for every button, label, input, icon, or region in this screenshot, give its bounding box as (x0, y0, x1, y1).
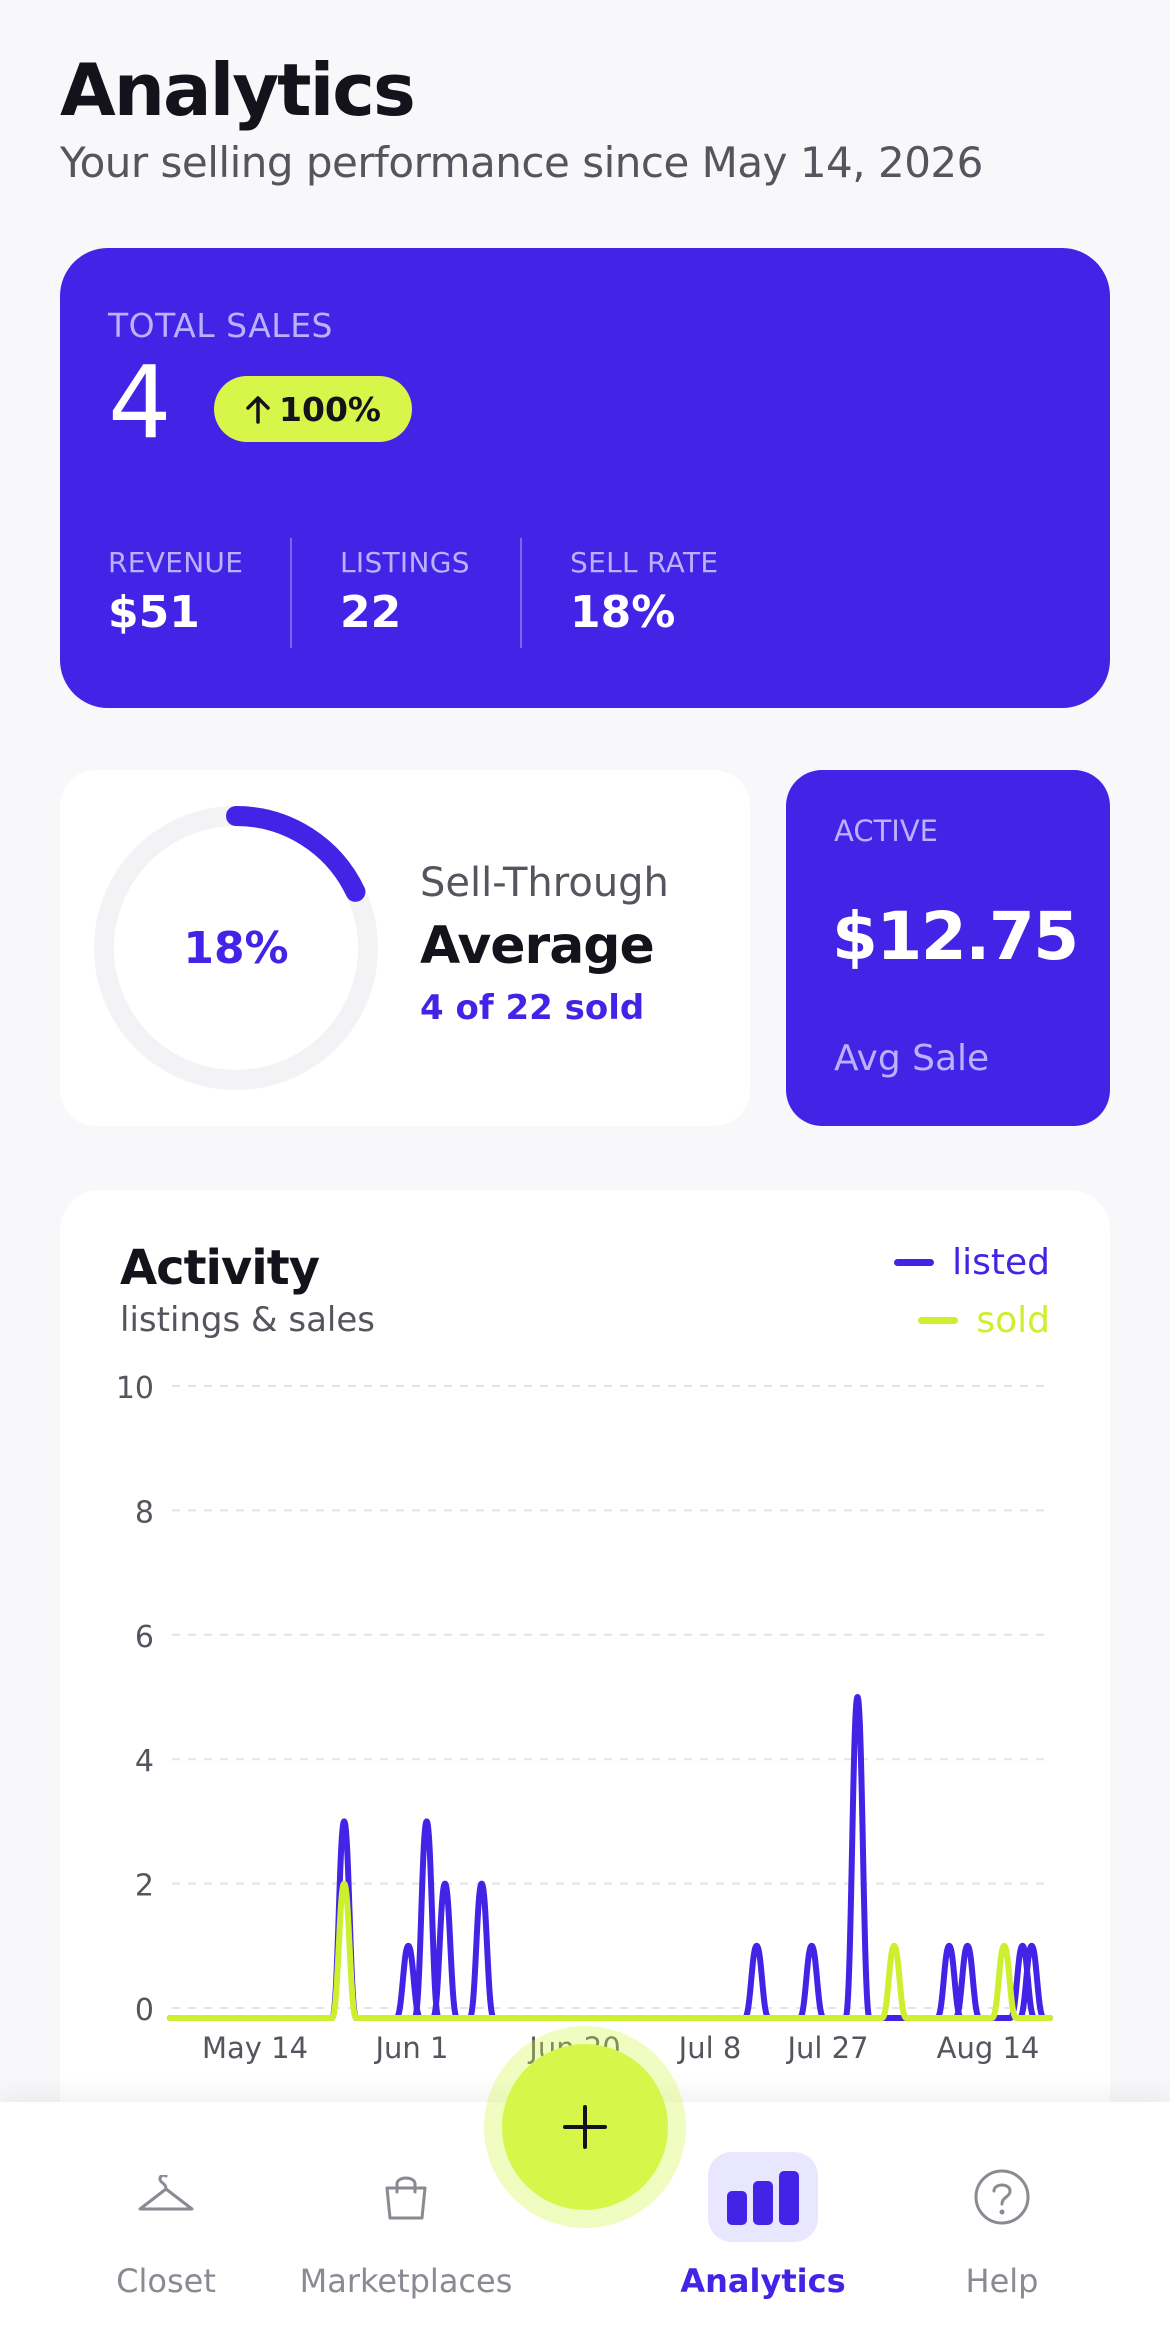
change-value: 100% (279, 389, 381, 429)
add-listing-button[interactable] (502, 2044, 668, 2210)
legend-swatch (918, 1317, 959, 1324)
nav-item-help[interactable]: Help (882, 2102, 1122, 2342)
y-tick-label: 10 (116, 1371, 154, 1406)
divider (290, 538, 292, 648)
sell-through-rating: Average (420, 916, 655, 976)
activity-title: Activity (120, 1240, 320, 1296)
sell-through-label: Sell-Through (420, 860, 669, 906)
stat-revenue: REVENUE $51 (108, 546, 243, 638)
help-icon (947, 2152, 1057, 2242)
legend-item-listed: listed (894, 1242, 1050, 1283)
avg-sale-value: $12.75 (832, 898, 1079, 975)
nav-label: Closet (116, 2262, 216, 2300)
y-tick-label: 8 (135, 1495, 154, 1530)
series-line-listed (167, 1694, 1053, 2021)
activity-subtitle: listings & sales (120, 1300, 375, 1340)
stat-value: 22 (340, 587, 402, 638)
stat-listings: LISTINGS 22 (340, 546, 470, 638)
nav-item-closet[interactable]: Closet (46, 2102, 286, 2342)
series-line-sold (167, 1880, 1053, 2021)
stat-label: REVENUE (108, 546, 244, 579)
y-tick-label: 2 (135, 1869, 154, 1904)
stat-label: SELL RATE (570, 546, 719, 579)
x-tick-label: Jul 27 (785, 2031, 868, 2065)
plus-icon (563, 2105, 607, 2149)
y-tick-label: 4 (135, 1744, 154, 1779)
stat-value: $51 (108, 587, 200, 638)
x-tick-label: Aug 14 (937, 2031, 1040, 2065)
active-label: ACTIVE (834, 814, 939, 848)
total-sales-card: TOTAL SALES 4 100% REVENUE $51 LISTINGS … (60, 248, 1110, 708)
change-badge: 100% (214, 376, 412, 442)
sell-through-detail: 4 of 22 sold (420, 988, 645, 1028)
stat-value: 18% (570, 587, 676, 638)
sell-through-card: 18% Sell-Through Average 4 of 22 sold (60, 770, 750, 1126)
divider (520, 538, 522, 648)
avg-sale-label: Avg Sale (834, 1038, 990, 1079)
bar-chart-icon (708, 2152, 818, 2242)
sell-through-progress-arc (226, 806, 366, 902)
x-tick-label: Jul 8 (677, 2031, 742, 2065)
nav-label: Marketplaces (299, 2262, 513, 2300)
x-tick-label: Jun 1 (374, 2031, 449, 2065)
page-title: Analytics (60, 48, 416, 132)
stat-sell-rate: SELL RATE 18% (570, 546, 718, 638)
arrow-up-icon (246, 396, 270, 424)
y-tick-label: 0 (135, 1993, 154, 2028)
shopping-bag-icon (351, 2152, 461, 2242)
legend-swatch (894, 1259, 935, 1266)
activity-card: Activity listings & sales listed sold 10… (60, 1190, 1110, 2190)
avg-sale-card: ACTIVE $12.75 Avg Sale (786, 770, 1110, 1126)
x-tick-label: May 14 (202, 2031, 308, 2065)
sell-through-ring (94, 806, 378, 1090)
page-subtitle: Your selling performance since May 14, 2… (60, 138, 983, 187)
nav-item-analytics[interactable]: Analytics (643, 2102, 883, 2342)
nav-item-marketplaces[interactable]: Marketplaces (286, 2102, 526, 2342)
sell-through-percent: 18% (183, 922, 289, 974)
legend-label: sold (976, 1300, 1050, 1341)
nav-label: Help (965, 2262, 1039, 2300)
hanger-icon (111, 2152, 221, 2242)
legend-label: listed (952, 1242, 1050, 1283)
y-tick-label: 6 (135, 1620, 154, 1655)
legend-item-sold: sold (918, 1300, 1050, 1341)
total-sales-label: TOTAL SALES (108, 306, 333, 345)
total-sales-value: 4 (108, 344, 172, 461)
nav-label: Analytics (680, 2262, 846, 2300)
stat-label: LISTINGS (340, 546, 470, 579)
